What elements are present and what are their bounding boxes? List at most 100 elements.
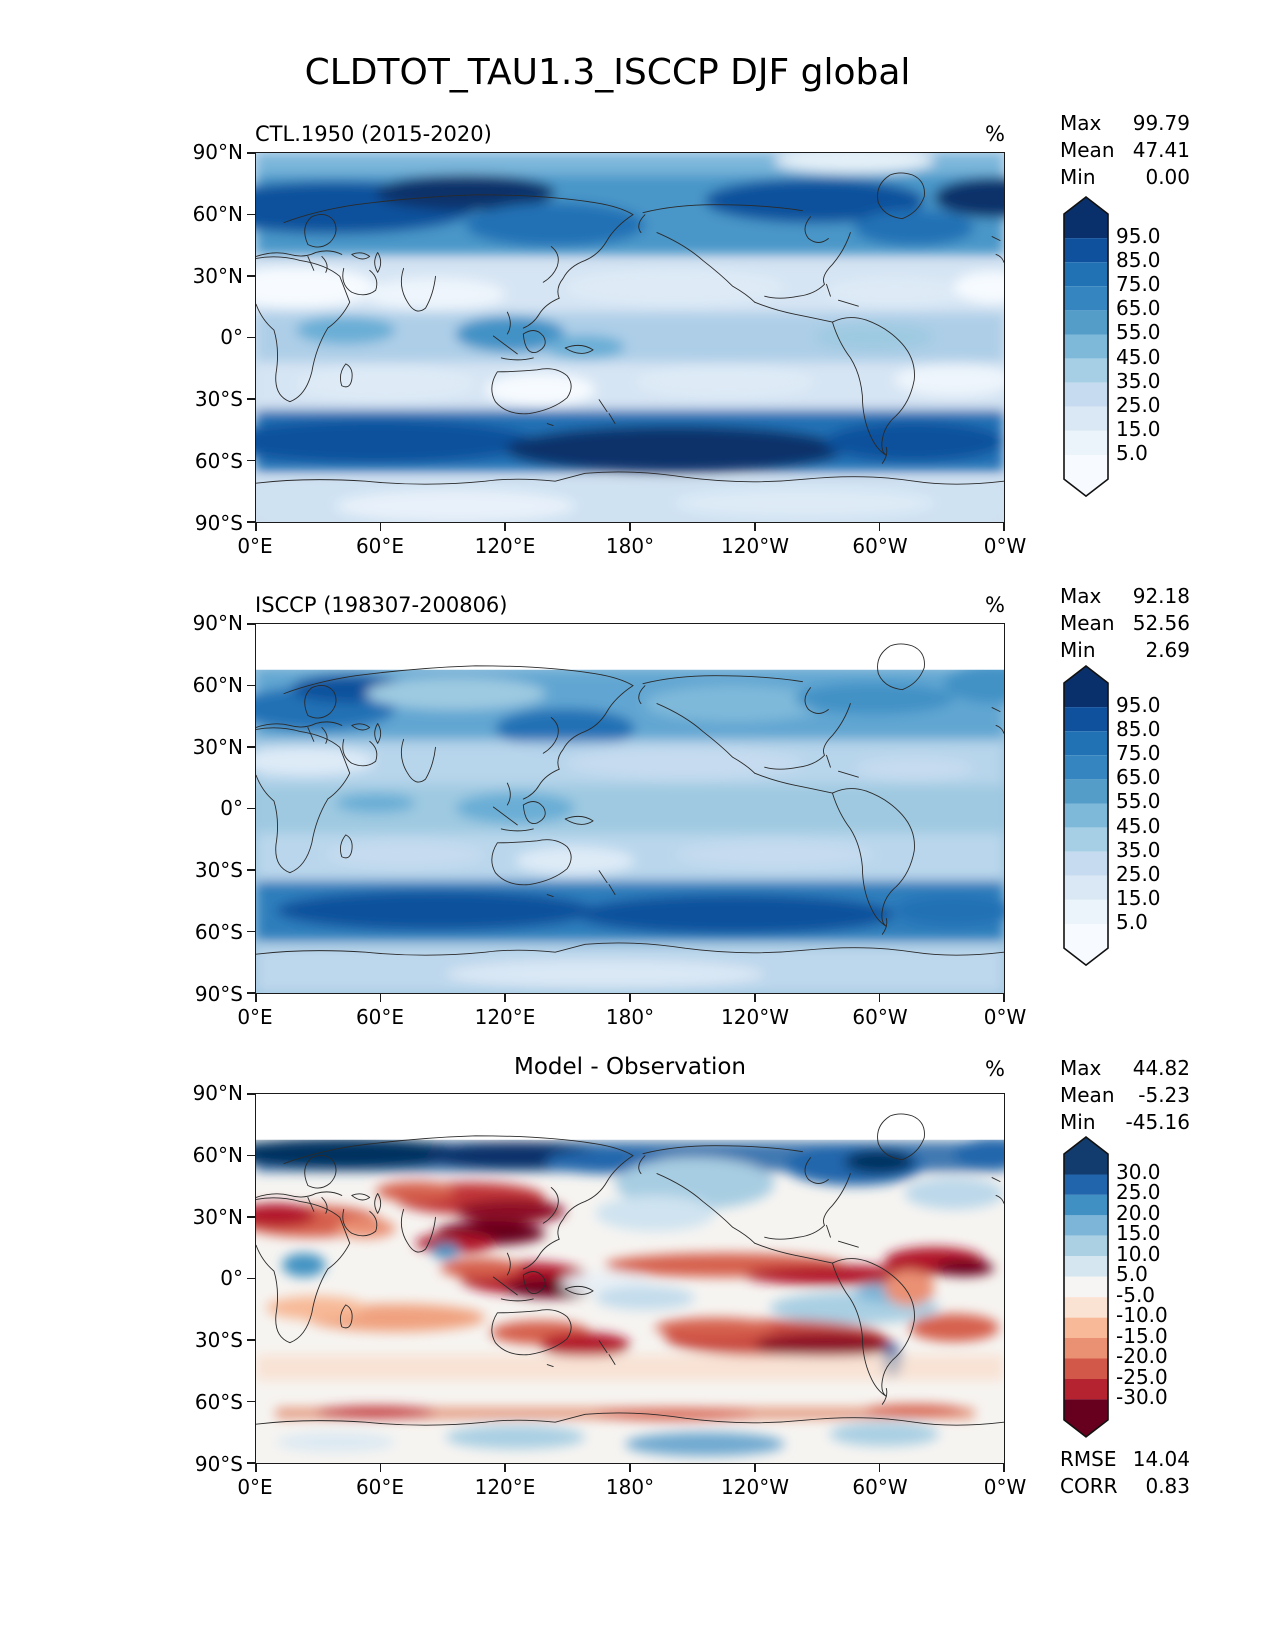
stat-mean: Mean -5.23 <box>1060 1082 1190 1109</box>
stat-max-value: 99.79 <box>1132 111 1190 135</box>
stat-min-value: -45.16 <box>1125 1110 1190 1134</box>
panel-obs-header: ISCCP (198307-200806) % <box>255 587 1005 617</box>
tick-mark <box>247 930 255 933</box>
tick-mark <box>247 1462 255 1464</box>
contour-field <box>256 663 1004 993</box>
panel-model-subtitle: CTL.1950 (2015-2020) <box>255 122 492 146</box>
stat-max-label: Max <box>1060 1056 1102 1080</box>
figure-title: CLDTOT_TAU1.3_ISCCP DJF global <box>304 52 911 93</box>
tick-mark <box>255 1464 257 1472</box>
colorbar-obs <box>1062 664 1109 971</box>
y-ticks <box>247 1093 255 1464</box>
stat-mean-label: Mean <box>1060 611 1115 635</box>
lon-axis-diff: 0°E 60°E 120°E 180° 120°W 60°W 0°W <box>237 1475 1027 1499</box>
tick-mark <box>247 152 255 154</box>
y-ticks <box>247 623 255 994</box>
contour-field <box>256 1137 1004 1457</box>
tick-mark <box>255 994 257 1002</box>
tick-mark <box>247 623 255 625</box>
tick-mark <box>753 523 756 531</box>
lon-axis-obs: 0°E 60°E 120°E 180° 120°W 60°W 0°W <box>237 1005 1027 1029</box>
stats-obs: Max 92.18 Mean 52.56 Min 2.69 <box>1060 583 1190 664</box>
lat-axis-model: 90°N 60°N 30°N 0° 30°S 60°S 90°S <box>192 140 243 535</box>
map-obs <box>255 623 1005 994</box>
lat-axis-diff: 90°N 60°N 30°N 0° 30°S 60°S 90°S <box>192 1081 243 1476</box>
stats-diff: Max 44.82 Mean -5.23 Min -45.16 <box>1060 1055 1190 1136</box>
tick-mark <box>247 1400 255 1403</box>
tick-mark <box>247 992 255 994</box>
contour-field <box>256 153 1004 522</box>
tick-mark <box>753 994 756 1002</box>
tick-mark <box>247 1216 255 1218</box>
stat-min-label: Min <box>1060 638 1096 662</box>
lon-axis-model: 0°E 60°E 120°E 180° 120°W 60°W 0°W <box>237 534 1027 558</box>
colorbar-labels-obs: 95.0 85.0 75.0 65.0 55.0 45.0 35.0 25.0 15.0 5.0 <box>1116 693 1161 934</box>
tick-mark <box>247 1154 255 1157</box>
map-model <box>255 152 1005 523</box>
map-obs-contours <box>256 624 1004 993</box>
tick-mark <box>878 523 881 531</box>
tick-mark <box>504 523 507 531</box>
colorbar-labels-model: 95.0 85.0 75.0 65.0 55.0 45.0 35.0 25.0 15.0 5.0 <box>1116 224 1161 465</box>
tick-mark <box>247 1277 255 1280</box>
stat-min-value: 0.00 <box>1145 165 1190 189</box>
tick-mark <box>878 994 881 1002</box>
panel-model-header: CTL.1950 (2015-2020) % <box>255 116 1005 146</box>
stats-model: Max 99.79 Mean 47.41 Min 0.00 <box>1060 110 1190 191</box>
stat-max: Max 92.18 <box>1060 583 1190 610</box>
x-ticks <box>255 994 1005 1002</box>
tick-mark <box>504 994 507 1002</box>
tick-mark <box>629 1464 631 1472</box>
tick-mark <box>1003 1464 1005 1472</box>
tick-mark <box>1003 523 1005 531</box>
metric-rmse-value: 14.04 <box>1132 1447 1190 1471</box>
tick-mark <box>247 213 255 216</box>
stat-mean-value: -5.23 <box>1138 1083 1190 1107</box>
stat-min-label: Min <box>1060 1110 1096 1134</box>
stat-mean: Mean 52.56 <box>1060 610 1190 637</box>
panel-diff-header: Model - Observation % <box>255 1054 1005 1084</box>
stat-min: Min 2.69 <box>1060 637 1190 664</box>
tick-mark <box>247 684 255 687</box>
stat-min-label: Min <box>1060 165 1096 189</box>
metrics-diff: RMSE 14.04 CORR 0.83 <box>1060 1446 1190 1500</box>
tick-mark <box>247 275 255 277</box>
tick-mark <box>504 1464 507 1472</box>
stat-mean: Mean 47.41 <box>1060 137 1190 164</box>
metric-rmse: RMSE 14.04 <box>1060 1446 1190 1473</box>
metric-corr-value: 0.83 <box>1145 1474 1190 1498</box>
stat-mean-value: 52.56 <box>1132 611 1190 635</box>
stat-mean-label: Mean <box>1060 138 1115 162</box>
stat-mean-label: Mean <box>1060 1083 1115 1107</box>
y-ticks <box>247 152 255 523</box>
panel-obs-units: % <box>985 593 1005 617</box>
metric-corr: CORR 0.83 <box>1060 1473 1190 1500</box>
lat-axis-obs: 90°N 60°N 30°N 0° 30°S 60°S 90°S <box>192 611 243 1006</box>
tick-mark <box>753 1464 756 1472</box>
map-diff-contours <box>256 1094 1004 1463</box>
panel-model-units: % <box>985 122 1005 146</box>
stat-max-label: Max <box>1060 584 1102 608</box>
panel-diff-subtitle: Model - Observation <box>513 1054 747 1080</box>
stat-max-value: 92.18 <box>1132 584 1190 608</box>
map-diff <box>255 1093 1005 1464</box>
x-ticks <box>255 1464 1005 1472</box>
tick-mark <box>247 398 255 400</box>
tick-mark <box>1003 994 1005 1002</box>
stat-min-value: 2.69 <box>1145 638 1190 662</box>
tick-mark <box>379 1464 382 1472</box>
tick-mark <box>379 523 382 531</box>
tick-mark <box>247 807 255 810</box>
stat-max: Max 44.82 <box>1060 1055 1190 1082</box>
tick-mark <box>247 459 255 462</box>
tick-mark <box>878 1464 881 1472</box>
tick-mark <box>247 746 255 748</box>
tick-mark <box>247 869 255 871</box>
stat-min: Min -45.16 <box>1060 1109 1190 1136</box>
colorbar-model <box>1062 195 1109 502</box>
stat-max-value: 44.82 <box>1132 1056 1190 1080</box>
stat-min: Min 0.00 <box>1060 164 1190 191</box>
metric-corr-label: CORR <box>1060 1474 1118 1498</box>
metric-rmse-label: RMSE <box>1060 1447 1117 1471</box>
tick-mark <box>247 1339 255 1341</box>
